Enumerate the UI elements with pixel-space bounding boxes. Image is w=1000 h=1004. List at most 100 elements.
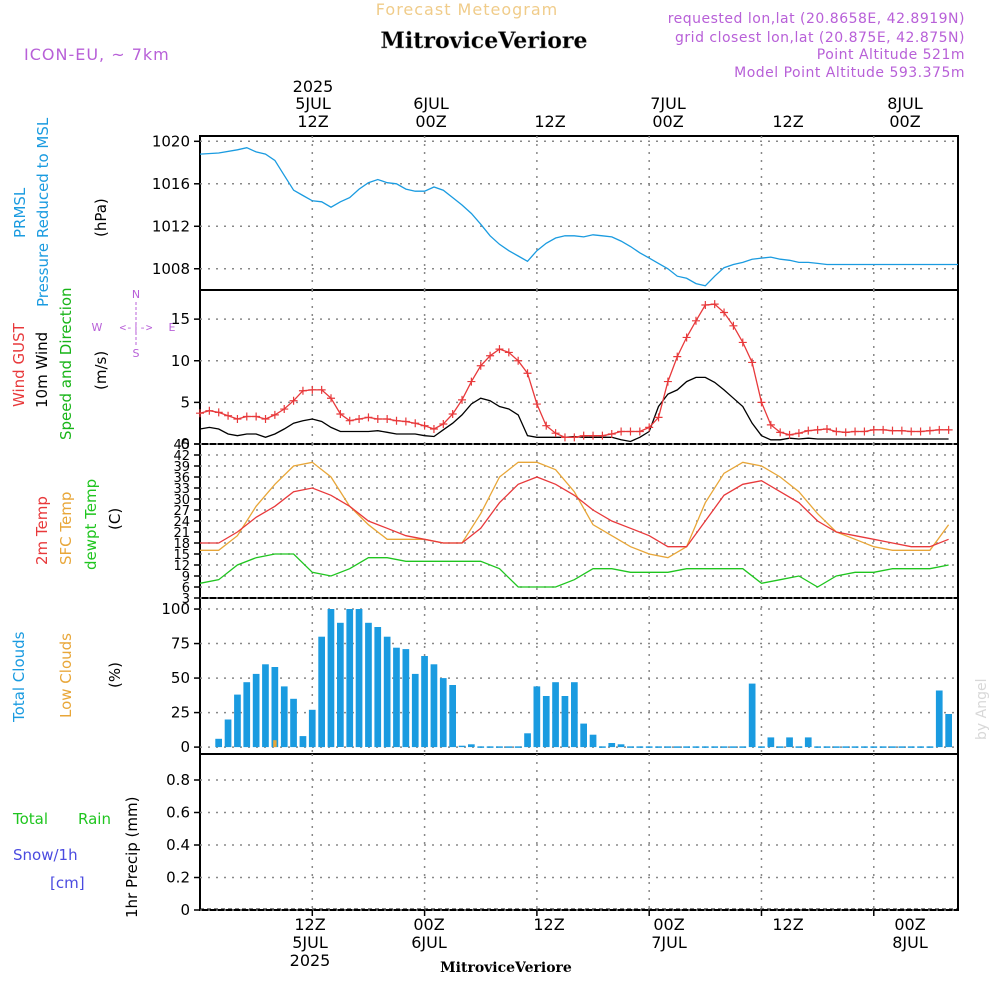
wind-gust-marker — [551, 429, 560, 438]
precip-labels: Total Rain Snow/1h [cm] 1hr Precip (mm) — [12, 797, 141, 918]
clouds-ytick-label: 50 — [171, 669, 190, 687]
top-label-0-l2: 5JUL — [295, 94, 331, 113]
top-time-axis: 2025 5JUL 12Z 6JUL 00Z 12Z 7JUL 00Z 12Z … — [293, 77, 923, 131]
bottom-label-4-l1: 12Z — [772, 915, 803, 934]
bottom-label-3-l2: 7JUL — [651, 933, 687, 952]
wind-gust-marker — [888, 426, 897, 435]
wind-gust-marker — [813, 425, 822, 434]
total-cloud-bar — [327, 609, 335, 748]
total-cloud-bar — [804, 737, 812, 748]
temp-ytick-label: 27 — [173, 504, 190, 519]
wind-gust-marker — [523, 369, 532, 378]
pressure-ytick-label: 1012 — [152, 217, 190, 235]
top-label-5-l3: 00Z — [889, 112, 920, 131]
grid-layer — [200, 136, 958, 911]
precip-ytick-label: 0 — [180, 901, 190, 919]
wind-gust-marker — [607, 430, 616, 439]
total-cloud-bar — [318, 636, 325, 748]
wind-gust-marker — [804, 426, 813, 435]
total-cloud-bar — [252, 673, 260, 748]
temp-ytick-label: 45 — [173, 438, 190, 453]
sfc-temp-line — [200, 461, 950, 559]
total-cloud-bar — [337, 622, 344, 747]
total-cloud-bar — [393, 647, 400, 748]
wind-gust-marker — [242, 412, 251, 421]
temp-2m-line — [200, 476, 949, 548]
total-cloud-bar — [346, 609, 354, 748]
wind-gust-marker — [504, 348, 513, 357]
precip-ytick-label: 0.2 — [166, 869, 190, 887]
wind-gust-marker — [373, 415, 382, 424]
temp-unit: (C) — [106, 508, 124, 530]
wind-gust-marker — [392, 416, 401, 425]
wind-gust-marker — [429, 425, 438, 434]
compass-north: N — [132, 288, 140, 301]
wind-panel-frame — [199, 289, 959, 445]
wind-gust-marker — [766, 420, 775, 429]
wind-gust-marker — [832, 427, 841, 436]
temp-dew-label: dewpt Temp — [82, 479, 100, 570]
wind-gust-marker — [794, 429, 803, 438]
wind-gust-marker — [570, 433, 579, 442]
total-cloud-bar — [243, 682, 251, 748]
wind-gust-marker — [729, 321, 738, 330]
pressure-ytick-label: 1008 — [152, 260, 190, 278]
wind-10m-label: 10m Wind — [33, 332, 51, 408]
bottom-time-axis: 12Z 5JUL 2025 00Z 6JUL 12Z 00Z 7JUL 12Z … — [290, 915, 928, 976]
top-label-5-l2: 8JUL — [887, 94, 923, 113]
total-cloud-bar — [748, 683, 756, 748]
wind-ytick-label: 0 — [180, 435, 190, 453]
total-cloud-bar — [580, 723, 587, 748]
wind-gust-marker — [579, 431, 588, 440]
wind-gust-marker — [411, 419, 420, 428]
total-cloud-bar — [402, 649, 410, 748]
precip-axis-label: 1hr Precip (mm) — [123, 797, 141, 918]
top-label-3-l2: 7JUL — [650, 94, 686, 113]
total-cloud-bar — [430, 664, 438, 748]
wind-gust-marker — [860, 427, 869, 436]
wind-gust-marker — [298, 386, 307, 395]
bottom-label-1-l2: 6JUL — [411, 933, 447, 952]
low-clouds-label: Low Clouds — [57, 633, 75, 718]
temp-ytick-label: 42 — [173, 449, 190, 464]
wind-gust-marker — [916, 427, 925, 436]
wind-gust-marker — [776, 428, 785, 437]
wind-gust-marker — [261, 415, 270, 424]
top-label-0-l1: 2025 — [293, 77, 334, 96]
model-point-altitude: Model Point Altitude 593.375m — [734, 65, 965, 81]
total-cloud-bar — [945, 714, 952, 748]
wind-gust-marker — [673, 352, 682, 361]
pressure-panel-frame — [199, 135, 959, 291]
wind-gust-marker — [738, 338, 747, 347]
bottom-label-5-l2: 8JUL — [892, 933, 928, 952]
total-clouds-label: Total Clouds — [10, 631, 28, 723]
temp-ytick-label: 33 — [173, 482, 190, 497]
total-cloud-bar — [786, 737, 793, 748]
wind-gust-marker — [327, 394, 336, 403]
low-cloud-bar — [273, 740, 277, 748]
total-cloud-bar — [262, 664, 269, 748]
wind-gust-marker — [645, 423, 654, 432]
total-cloud-bar — [280, 686, 288, 748]
wind-gust-marker — [355, 415, 364, 424]
wind-ytick-label: 15 — [171, 310, 190, 328]
wind-gust-marker — [589, 431, 598, 440]
wind-gust-marker — [364, 413, 373, 422]
wind-gust-marker — [626, 427, 635, 436]
total-cloud-bar — [524, 733, 531, 748]
precip-panel-frame — [199, 753, 959, 911]
total-cloud-bar — [290, 698, 297, 748]
clouds-ytick-label: 25 — [171, 704, 190, 722]
bottom-label-0-l2: 5JUL — [292, 933, 328, 952]
total-cloud-bar — [458, 745, 466, 748]
total-cloud-bar — [589, 734, 597, 748]
wind-gust-marker — [448, 410, 457, 419]
wind-gust-marker — [336, 410, 345, 419]
panel-frames — [199, 135, 959, 911]
bottom-label-3-l1: 00Z — [653, 915, 684, 934]
clouds-ytick-label: 75 — [171, 635, 190, 653]
temp-ytick-label: 24 — [173, 515, 190, 530]
location-title: MitroviceVeriore — [381, 28, 588, 54]
